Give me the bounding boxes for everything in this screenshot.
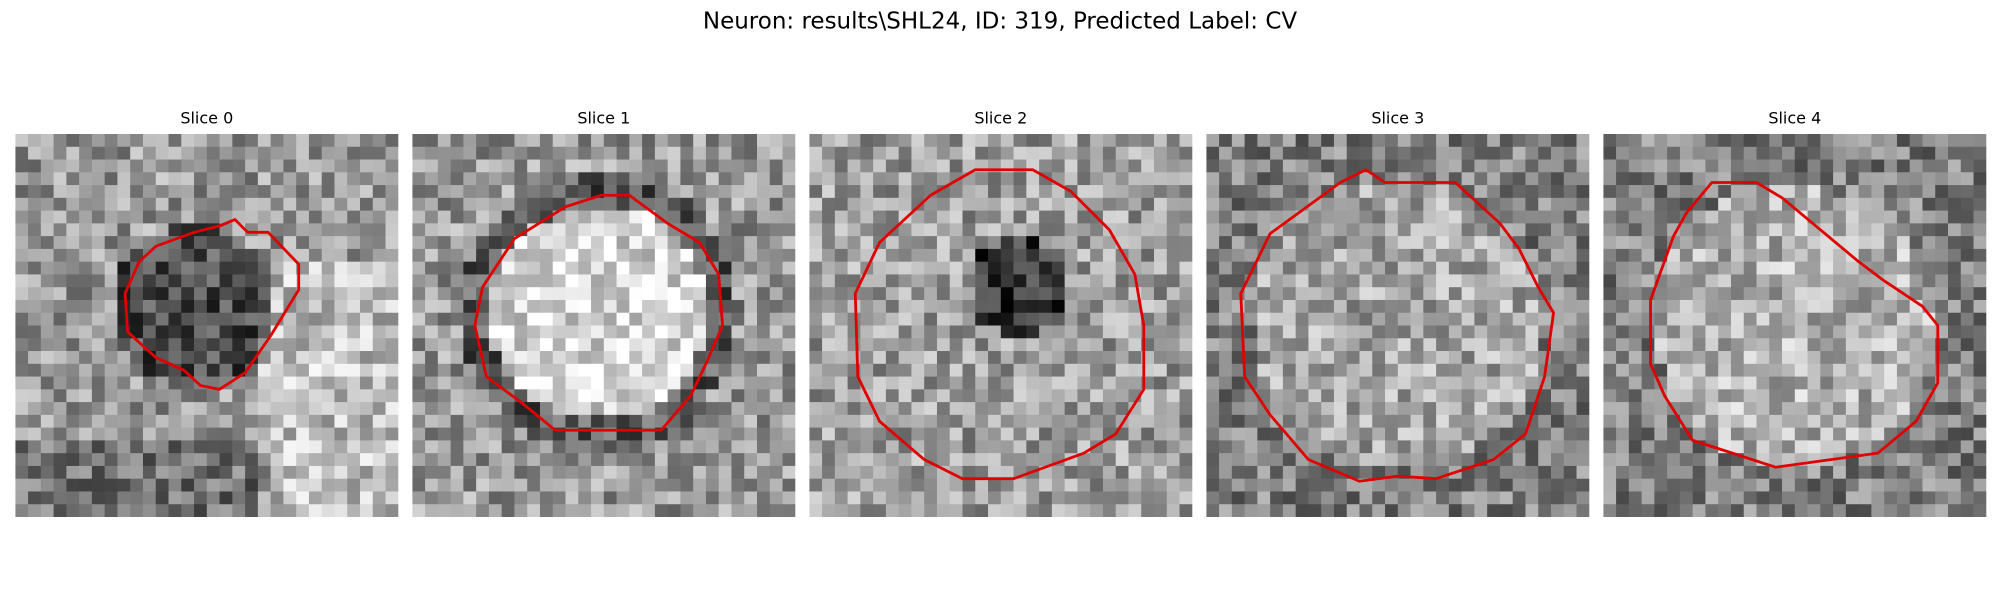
panel-title: Slice 2 — [974, 109, 1027, 128]
contour — [853, 168, 1146, 481]
panel-title: Slice 4 — [1768, 109, 1821, 128]
slice-image — [1603, 134, 1987, 517]
panel-title: Slice 1 — [577, 109, 630, 128]
figure-title: Neuron: results\SHL24, ID: 319, Predicte… — [703, 9, 1298, 35]
panel-title: Slice 0 — [180, 109, 233, 128]
panel-title: Slice 3 — [1371, 109, 1424, 128]
contour — [473, 193, 724, 432]
contour — [1239, 168, 1555, 483]
contour — [1649, 181, 1940, 469]
slice-image — [15, 134, 399, 517]
slice-image — [412, 134, 796, 517]
slice-image — [809, 134, 1193, 517]
contour — [123, 218, 301, 391]
slice-image — [1206, 134, 1590, 517]
